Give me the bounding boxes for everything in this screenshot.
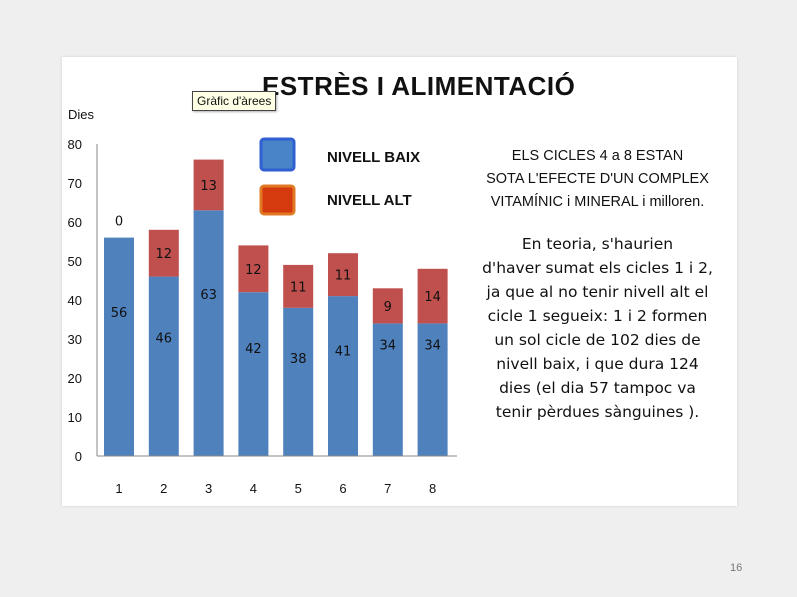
- bar-nivell-baix: [148, 276, 179, 456]
- bar-nivell-alt: [283, 264, 314, 308]
- data-label-nivell-alt: 9: [384, 300, 392, 315]
- data-label-nivell-alt: 12: [245, 263, 262, 278]
- legend-swatch-nivell-alt: [259, 184, 296, 216]
- bar-nivell-alt: [328, 253, 358, 297]
- data-label-nivell-baix: 63: [200, 288, 217, 303]
- x-tick-label: 8: [429, 481, 436, 496]
- data-label-nivell-baix: 41: [335, 344, 352, 359]
- y-tick-label: 70: [68, 176, 82, 191]
- y-tick-label: 30: [68, 332, 82, 347]
- note-line: nivell baix, i que dura 124: [496, 355, 699, 373]
- data-label-nivell-baix: 46: [156, 332, 173, 347]
- y-tick-label: 80: [68, 137, 82, 152]
- bar-nivell-alt: [193, 159, 224, 211]
- note-text: ELS CICLES 4 a 8 ESTAN SOTA L'EFECTE D'U…: [470, 145, 725, 424]
- x-tick-label: 5: [295, 481, 302, 496]
- note-line: ja que al no tenir nivell alt el: [486, 283, 709, 301]
- note-line: un sol cicle de 102 dies de: [494, 331, 701, 349]
- data-label-nivell-alt: 0: [115, 215, 123, 230]
- note-line: En teoria, s'haurien: [521, 235, 674, 253]
- note-line: dies (el dia 57 tampoc va: [499, 379, 696, 397]
- note-line: cicle 1 segueix: 1 i 2 formen: [487, 307, 708, 325]
- bar-nivell-alt: [238, 245, 269, 293]
- data-label-nivell-alt: 13: [200, 179, 217, 194]
- legend-swatch-nivell-baix: [259, 137, 296, 172]
- bar-nivell-alt: [148, 229, 179, 277]
- data-label-nivell-alt: 14: [424, 290, 441, 305]
- data-label-nivell-alt: 12: [156, 247, 173, 262]
- x-tick-label: 1: [115, 481, 122, 496]
- y-tick-label: 50: [68, 254, 82, 269]
- note-line: tenir pèrdues sànguines ).: [495, 403, 700, 421]
- bar-nivell-baix: [328, 296, 358, 456]
- note-paragraph-2: En teoria, s'haurien d'haver sumat els c…: [470, 232, 725, 424]
- y-tick-label: 60: [68, 215, 82, 230]
- data-label-nivell-baix: 34: [424, 338, 441, 353]
- y-tick-label: 10: [68, 410, 82, 425]
- y-tick-label: 20: [68, 371, 82, 386]
- bar-nivell-baix: [372, 323, 403, 456]
- bar-nivell-baix: [104, 237, 134, 456]
- data-label-nivell-alt: 11: [335, 269, 352, 284]
- y-tick-label: 40: [68, 293, 82, 308]
- bar-nivell-alt: [372, 288, 403, 324]
- x-tick-label: 3: [205, 481, 212, 496]
- legend-label-nivell-baix: NIVELL BAIX: [327, 149, 420, 166]
- x-tick-label: 6: [339, 481, 346, 496]
- note-line: SOTA L'EFECTE D'UN COMPLEX: [486, 171, 709, 187]
- data-label-nivell-baix: 38: [290, 352, 307, 367]
- note-line: d'haver sumat els cicles 1 i 2,: [482, 259, 713, 277]
- bar-nivell-baix: [283, 307, 314, 456]
- note-line: ELS CICLES 4 a 8 ESTAN: [511, 148, 684, 164]
- data-label-nivell-baix: 42: [245, 342, 262, 357]
- x-tick-label: 2: [160, 481, 167, 496]
- data-label-nivell-baix: 34: [380, 338, 397, 353]
- note-paragraph-1: ELS CICLES 4 a 8 ESTAN SOTA L'EFECTE D'U…: [470, 145, 725, 214]
- stacked-bar-chart: Dies010203040506070805601461226313342124…: [68, 107, 457, 496]
- bar-nivell-alt: [417, 268, 448, 324]
- data-label-nivell-baix: 56: [111, 306, 128, 321]
- y-tick-label: 0: [75, 449, 82, 464]
- slide: Dies 0 10 20 30 40 50 60 70 80 56 0 1 46 12 2 63 13 3 42 12 4…: [62, 57, 737, 506]
- page-number: 16: [730, 562, 743, 574]
- chart-type-tooltip: Gràfic d'àrees: [192, 91, 277, 111]
- x-tick-label: 7: [384, 481, 391, 496]
- y-axis-label: Dies: [68, 107, 95, 122]
- legend-label-nivell-alt: NIVELL ALT: [327, 192, 412, 209]
- bar-nivell-baix: [193, 210, 224, 456]
- slide-title: ESTRÈS I ALIMENTACIÓ: [262, 71, 576, 101]
- x-tick-label: 4: [250, 481, 257, 496]
- bar-nivell-baix: [238, 292, 269, 456]
- data-label-nivell-alt: 11: [290, 280, 307, 295]
- bar-nivell-baix: [417, 323, 448, 456]
- note-line: VITAMÍNIC i MINERAL i milloren.: [490, 194, 705, 210]
